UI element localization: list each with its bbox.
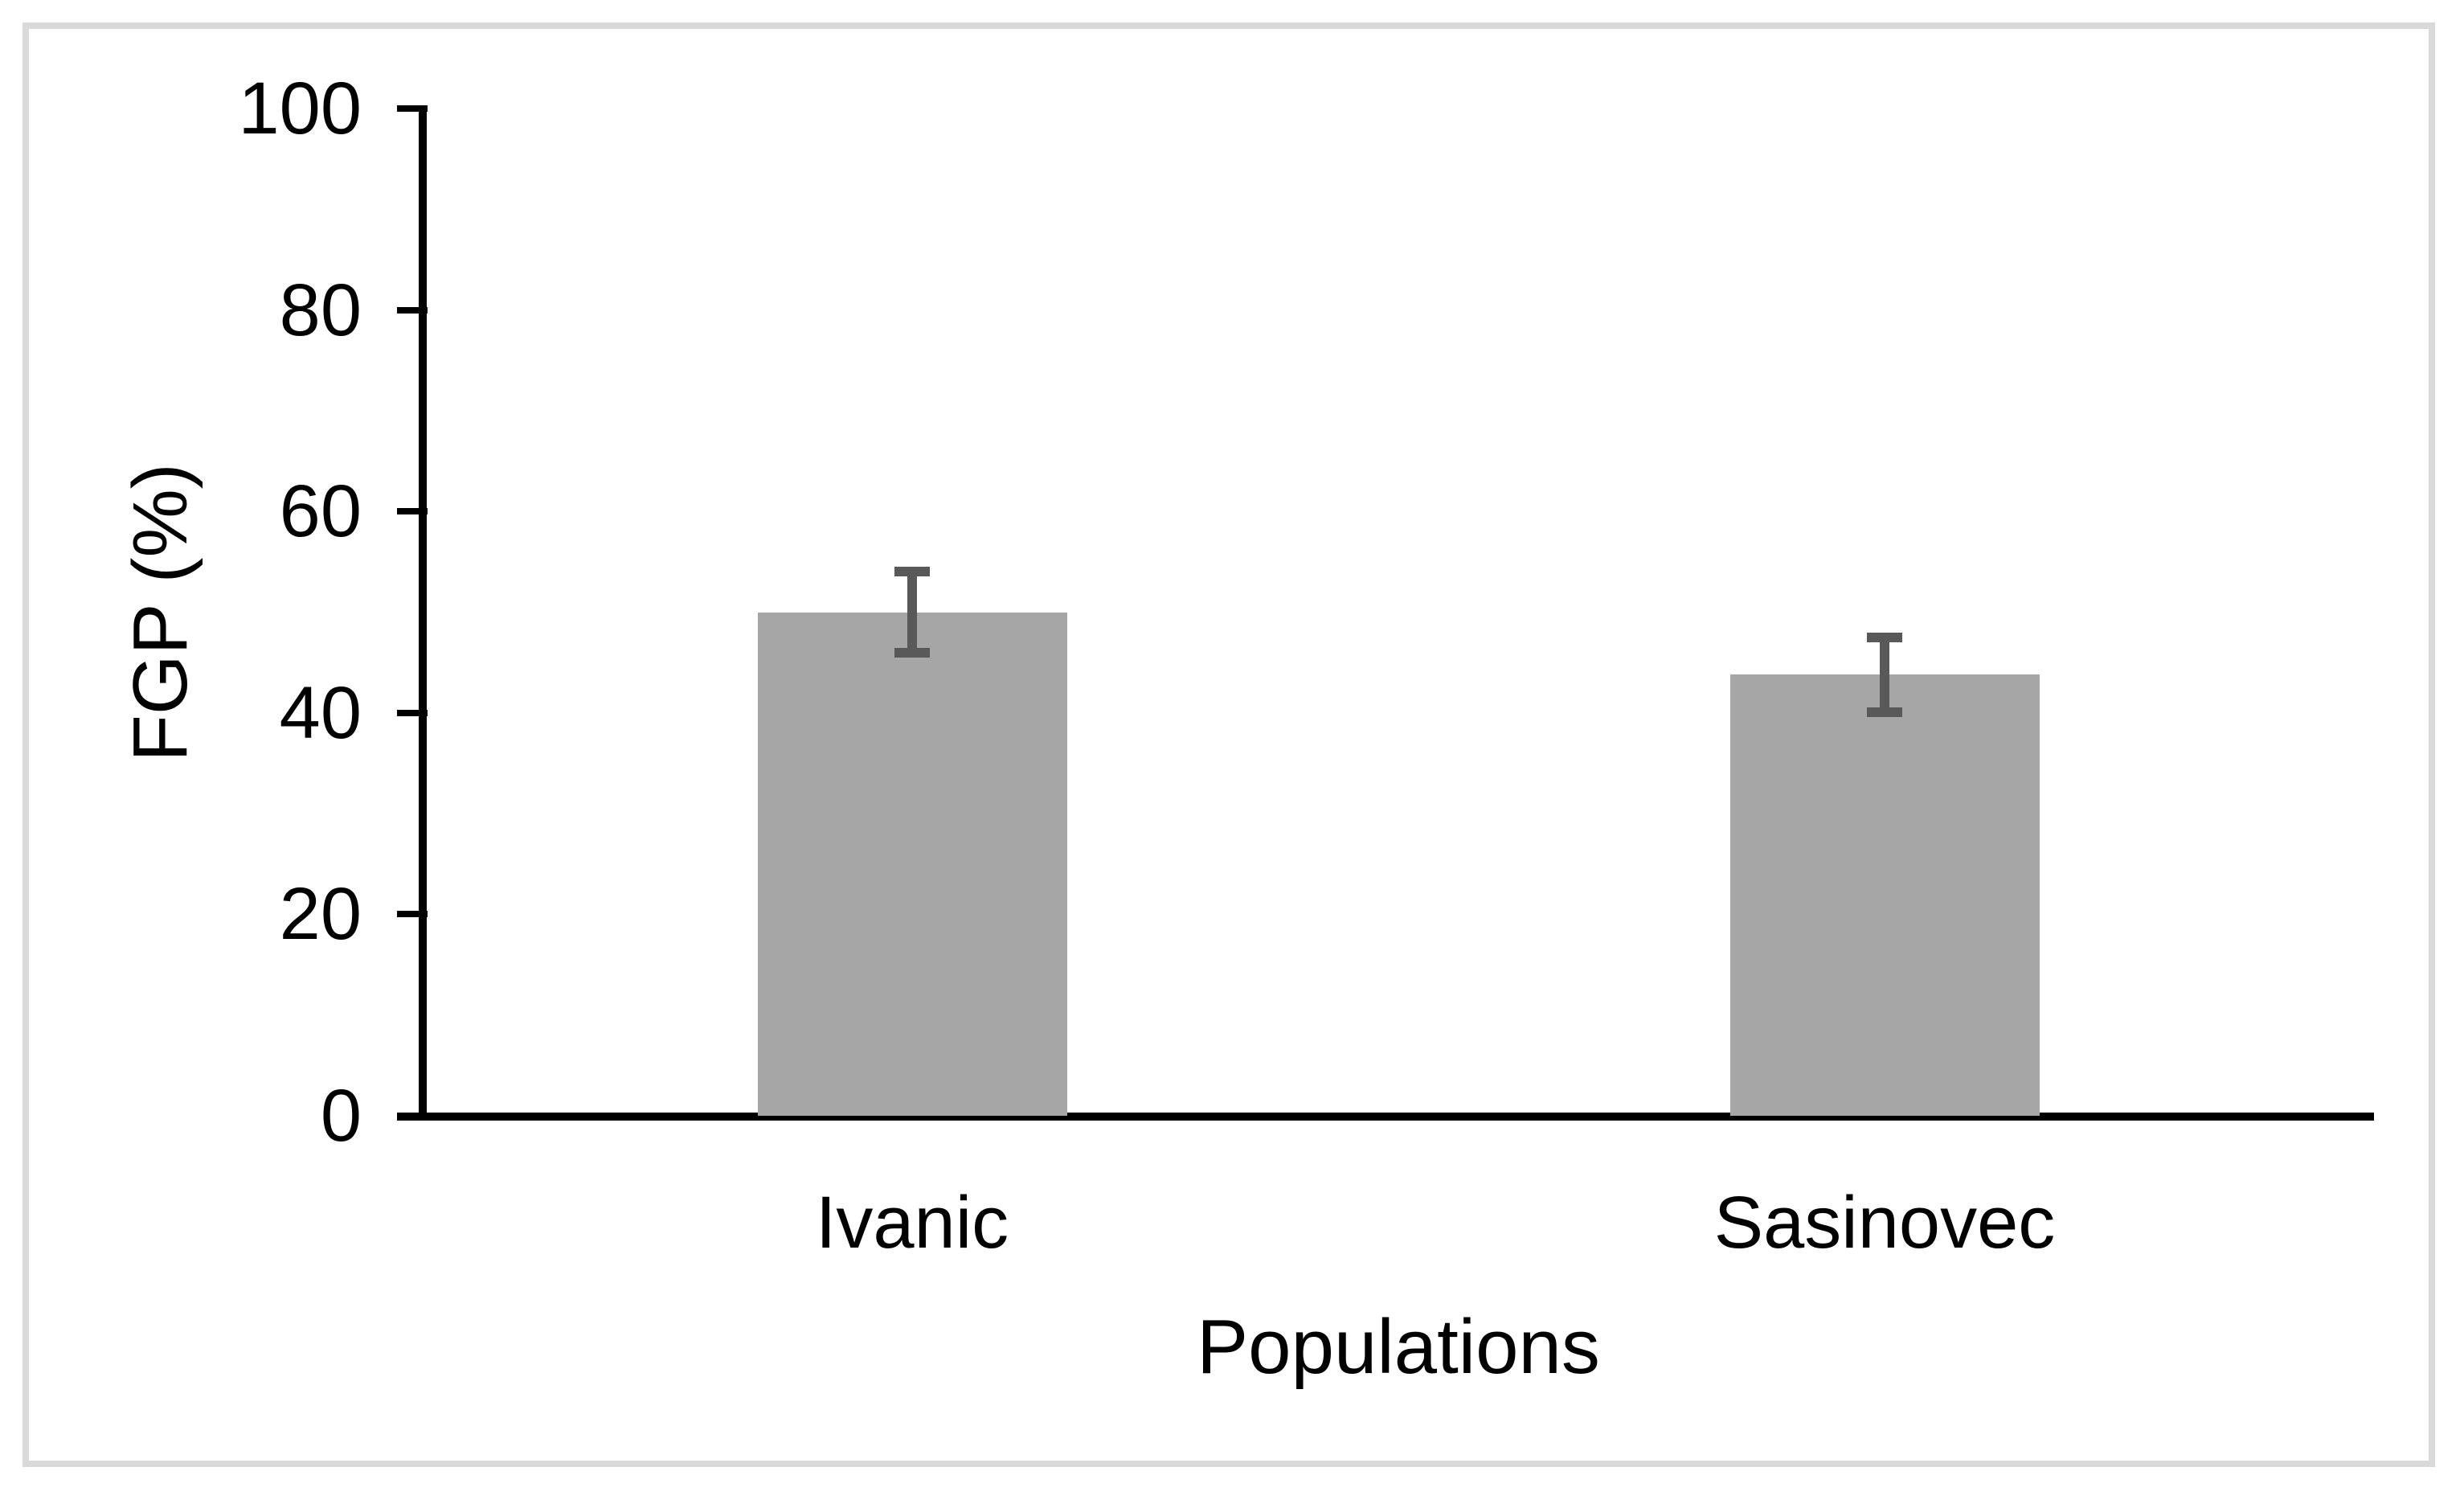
x-axis-line: [397, 1113, 2374, 1121]
x-category-label-sasinovec: Sasinovec: [1713, 1182, 2056, 1264]
error-bar-stem: [907, 572, 917, 653]
y-tick-label: 0: [320, 1075, 362, 1157]
y-axis-tick: [397, 911, 428, 918]
y-axis-tick: [397, 508, 428, 515]
y-tick-label: 60: [279, 470, 362, 553]
error-bar-cap: [1867, 632, 1902, 642]
y-axis-tick: [397, 306, 428, 314]
y-axis-line: [419, 105, 427, 1120]
x-axis-title: Populations: [1197, 1304, 1600, 1390]
x-category-label-ivanic: Ivanic: [815, 1182, 1009, 1264]
y-tick-label: 100: [238, 68, 362, 150]
error-bar-stem: [1880, 637, 1889, 712]
y-tick-label: 20: [279, 873, 362, 956]
bar-ivanic: [757, 612, 1067, 1116]
error-bar-cap: [894, 647, 930, 658]
y-axis-tick: [397, 105, 428, 112]
error-bar-cap: [1867, 707, 1902, 717]
bar-sasinovec: [1729, 674, 2040, 1116]
y-axis-title: FGP (%): [117, 463, 203, 762]
y-tick-label: 80: [279, 268, 362, 351]
y-axis-tick: [397, 709, 428, 716]
y-tick-label: 40: [279, 671, 362, 754]
chart-border-frame: [23, 23, 2435, 1467]
error-bar-cap: [894, 567, 930, 577]
